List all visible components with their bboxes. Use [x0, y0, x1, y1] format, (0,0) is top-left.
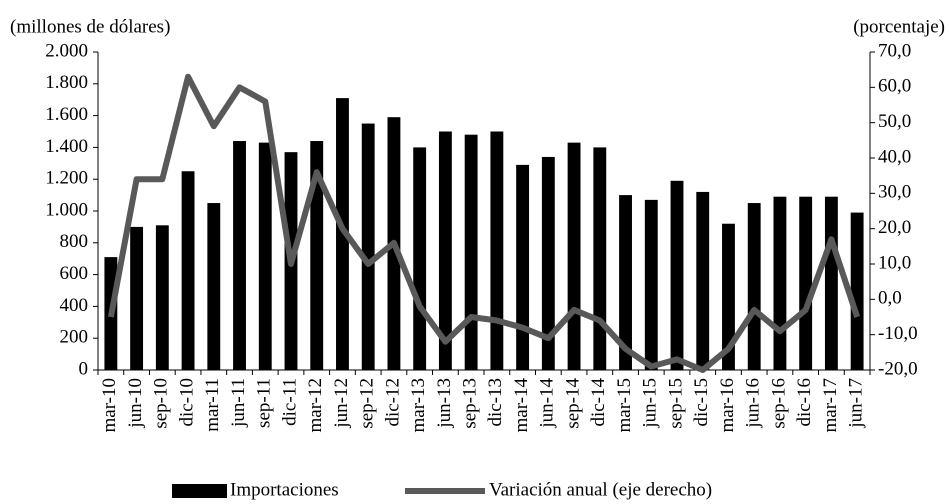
y2-tick-label: 30,0 — [878, 182, 911, 203]
x-tick-label: sep-10 — [151, 378, 172, 429]
bar — [310, 141, 324, 370]
y-tick-label: 800 — [60, 231, 89, 252]
x-tick-label: dic-10 — [176, 378, 197, 427]
bar — [490, 131, 504, 370]
x-tick-label: dic-13 — [485, 378, 506, 427]
x-tick-label: jun-17 — [845, 378, 866, 429]
x-tick-label: sep-16 — [768, 378, 789, 429]
y-tick-label: 2.000 — [45, 40, 88, 61]
y2-tick-label: -20,0 — [878, 358, 918, 379]
bar — [413, 147, 427, 370]
bar — [824, 196, 838, 370]
bar — [361, 123, 375, 370]
y-tick-label: 1.000 — [45, 199, 88, 220]
bar — [336, 98, 349, 371]
bar — [516, 164, 530, 370]
x-tick-label: mar-12 — [305, 378, 326, 433]
x-tick-label: mar-14 — [511, 378, 532, 433]
legend-label: Variación anual (eje derecho) — [489, 479, 712, 500]
y-tick-label: 600 — [60, 263, 89, 284]
y-tick-label: 400 — [60, 295, 89, 316]
x-tick-label: dic-15 — [691, 378, 712, 427]
bar — [799, 196, 813, 370]
x-tick-label: jun-15 — [640, 378, 661, 429]
y2-tick-label: 20,0 — [878, 217, 911, 238]
x-tick-label: mar-11 — [202, 378, 223, 432]
x-tick-label: jun-16 — [743, 378, 764, 429]
x-tick-label: dic-16 — [794, 378, 815, 427]
x-tick-label: sep-13 — [459, 378, 480, 429]
y2-tick-label: 70,0 — [878, 40, 911, 61]
y-tick-label: 1.600 — [45, 104, 88, 125]
y-tick-label: 1.800 — [45, 72, 88, 93]
bar — [747, 203, 761, 370]
line — [107, 73, 860, 373]
x-tick-label: mar-16 — [717, 378, 738, 433]
bar — [619, 195, 632, 370]
legend-label: Importaciones — [230, 479, 339, 500]
x-tick-label: dic-11 — [279, 378, 300, 426]
x-tick-label: sep-12 — [357, 378, 378, 429]
bar — [850, 212, 864, 370]
bar — [696, 191, 710, 370]
y2-tick-label: -10,0 — [878, 323, 918, 344]
y2-tick-label: 60,0 — [878, 76, 911, 97]
bar — [593, 147, 607, 370]
x-tick-label: mar-10 — [99, 378, 120, 433]
x-tick-label: jun-11 — [228, 378, 249, 428]
bar — [233, 141, 246, 370]
legend-swatch — [172, 484, 227, 498]
bar — [567, 142, 581, 370]
y-tick-label: 200 — [60, 327, 89, 348]
x-tick-label: jun-13 — [434, 378, 455, 429]
x-tick-label: jun-14 — [537, 378, 558, 429]
bar — [464, 134, 478, 370]
bar — [438, 131, 452, 370]
y2-tick-label: 40,0 — [878, 146, 911, 167]
y2-tick-label: 10,0 — [878, 252, 911, 273]
y2-tick-label: 0,0 — [878, 288, 902, 309]
bar — [258, 142, 272, 370]
bar — [722, 223, 735, 370]
x-tick-label: mar-13 — [408, 378, 429, 433]
bar — [773, 196, 787, 370]
bar — [644, 199, 658, 370]
y-tick-label: 1.200 — [45, 168, 88, 189]
x-tick-label: sep-15 — [665, 378, 686, 429]
y-tick-label: 0 — [79, 358, 89, 379]
bar — [207, 203, 221, 370]
x-tick-label: dic-12 — [382, 378, 403, 427]
x-tick-label: sep-11 — [254, 378, 275, 428]
right-axis-label: (porcentaje) — [853, 16, 945, 37]
y-tick-label: 1.400 — [45, 136, 88, 157]
x-tick-label: sep-14 — [562, 378, 583, 429]
left-axis-label: (millones de dólares) — [10, 16, 170, 37]
x-tick-label: mar-15 — [614, 378, 635, 433]
y2-tick-label: 50,0 — [878, 111, 911, 132]
x-tick-label: dic-14 — [588, 378, 609, 427]
bar — [130, 226, 144, 370]
x-tick-label: jun-10 — [125, 378, 146, 429]
x-tick-label: jun-12 — [331, 378, 352, 429]
x-tick-label: mar-17 — [820, 378, 841, 433]
bar — [155, 225, 169, 370]
bar — [670, 180, 684, 370]
bar — [541, 156, 555, 370]
bar — [181, 171, 195, 370]
